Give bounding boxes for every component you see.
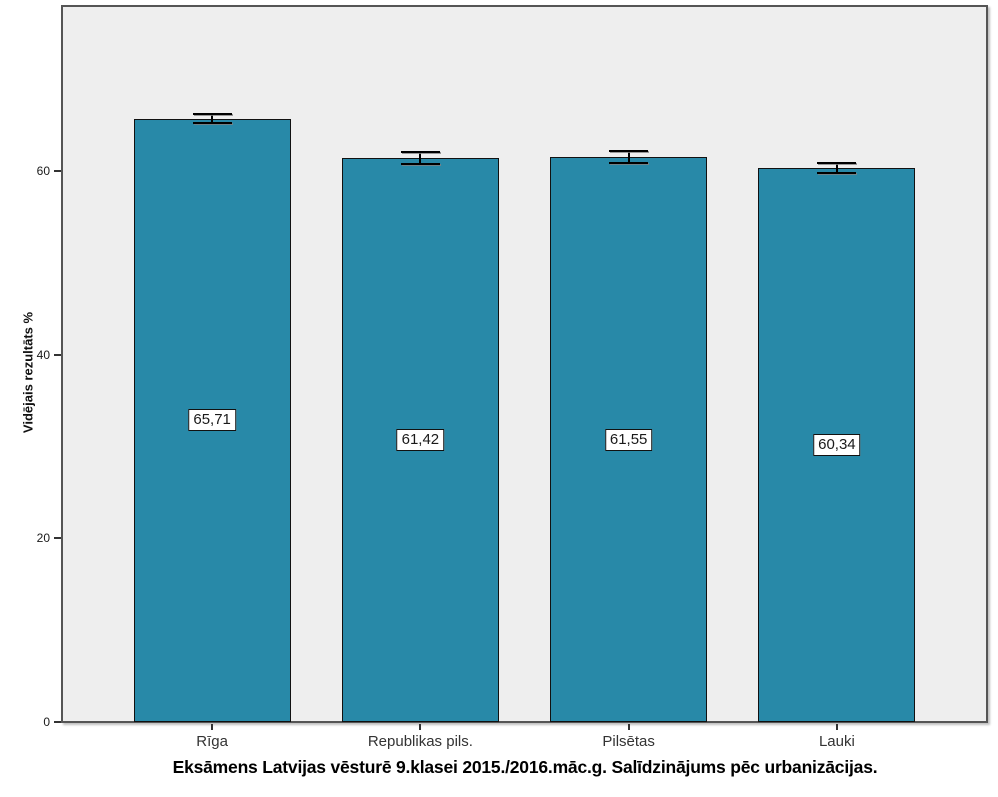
y-axis-tick-label: 20 [36,531,50,546]
x-axis-tick [835,724,838,730]
error-bar-cap-bottom [192,122,232,125]
x-axis-tick [627,724,630,730]
x-axis-tick [419,724,422,730]
error-bar-0 [211,114,214,124]
error-bar-1 [419,152,422,165]
error-bar-cap-bottom [400,163,440,166]
bar-value-label: 61,42 [396,429,445,452]
x-category-label: Lauki [818,733,855,750]
x-category-label: Republikas pils. [367,733,473,750]
error-bar-cap-top [817,162,857,165]
y-axis-tick-label: 0 [43,715,50,729]
y-axis-tick [54,170,61,173]
y-axis-tick-label: 60 [36,164,50,179]
y-axis-tick [54,353,61,356]
bar-value-label: 65,71 [188,409,236,432]
chart-title: Eksāmens Latvijas vēsturē 9.klasei 2015.… [172,757,878,777]
error-bar-cap-top [400,151,440,154]
error-bar-cap-top [192,113,232,116]
bar-value-label: 60,34 [813,434,861,457]
y-axis-tick [54,721,61,723]
error-bar-2 [627,151,630,163]
x-category-label: Pilsētas [602,733,655,750]
x-category-label: Rīga [196,733,228,750]
error-bar-cap-top [609,150,649,153]
error-bar-cap-bottom [609,161,649,164]
x-axis-tick [211,724,214,730]
y-axis-tick [54,537,61,540]
y-axis-tick-label: 40 [36,347,50,362]
error-bar-3 [835,163,838,174]
error-bar-cap-bottom [817,172,857,175]
y-axis-title: Vidējais rezultāts % [20,311,36,434]
bar-value-label: 61,55 [604,428,653,451]
